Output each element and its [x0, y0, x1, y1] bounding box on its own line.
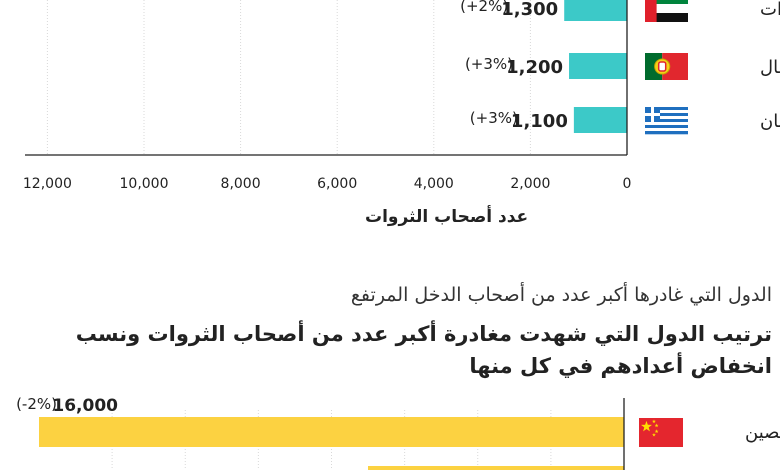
china-flag-icon	[639, 418, 683, 447]
bar-partial	[368, 466, 624, 470]
tick-label: 4,000	[414, 176, 454, 192]
change-label: (+3%)	[465, 55, 513, 73]
tick-label: 6,000	[317, 176, 357, 192]
category-label: الإمارات	[760, 0, 780, 20]
value-label: 16,000	[52, 396, 118, 416]
change-label: (-2%)	[16, 395, 57, 413]
greece-flag-icon	[645, 107, 688, 135]
bar	[569, 53, 627, 79]
value-label: 1,100	[511, 111, 568, 132]
change-label: (+3%)	[470, 109, 518, 127]
tick-label: 12,000	[23, 176, 72, 192]
value-label: 1,200	[506, 57, 563, 78]
portugal-flag-icon	[645, 53, 688, 80]
tick-label: 8,000	[221, 176, 261, 192]
chart2-title: ترتيب الدول التي شهدت مغادرة أكبر عدد من…	[75, 322, 772, 378]
bar	[39, 417, 624, 447]
tick-label: 2,000	[510, 176, 550, 192]
category-label: البرتغال	[760, 57, 780, 78]
tick-label: 10,000	[120, 176, 169, 192]
uae-flag-icon	[645, 0, 688, 22]
value-label: 1,300	[501, 0, 558, 20]
tick-label: 0	[623, 176, 632, 192]
category-label: اليونان	[760, 111, 780, 132]
x-axis-label: عدد أصحاب الثروات	[365, 205, 528, 227]
bar	[564, 0, 627, 21]
change-label: (+2%)	[460, 0, 508, 15]
category-label: الصين	[745, 422, 780, 443]
chart2-subtitle: الدول التي غادرها أكبر عدد من أصحاب الدخ…	[350, 284, 772, 306]
bar	[573, 107, 627, 133]
